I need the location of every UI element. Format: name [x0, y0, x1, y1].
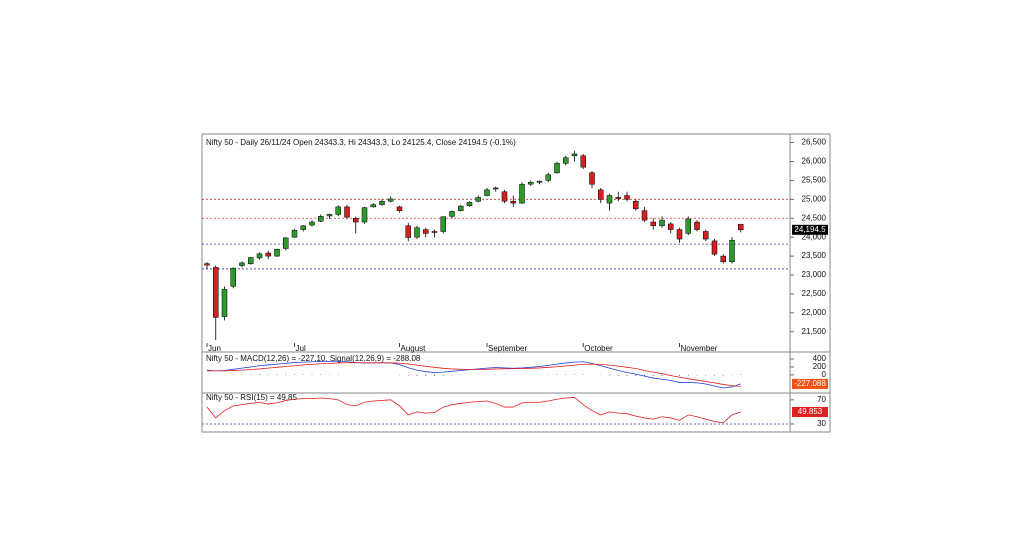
candle-body: [519, 183, 525, 204]
x-tick-label: Jun: [208, 344, 221, 353]
candle-body: [458, 205, 464, 211]
last-value-label: 49.853: [798, 407, 823, 416]
candle-body: [379, 200, 385, 205]
candle-body: [449, 211, 455, 217]
candle-body: [510, 200, 516, 204]
panel-title: Nifty 50 - RSI(15) = 49.85: [206, 393, 297, 402]
candle-body: [563, 157, 569, 164]
candle-body: [536, 180, 543, 183]
candle-body: [685, 218, 691, 234]
candle-body: [545, 174, 551, 181]
candle-body: [326, 214, 333, 217]
last-price-box: [792, 224, 828, 235]
candle-body: [493, 187, 499, 190]
candle-body: [711, 240, 718, 255]
last-value-box: [792, 406, 828, 417]
candle-body: [668, 223, 674, 230]
candle-body: [213, 267, 219, 318]
y-tick-label: 0: [822, 370, 827, 379]
y-tick-label: 200: [813, 362, 827, 371]
x-tick-label: November: [681, 344, 718, 353]
candle-body: [291, 230, 298, 238]
indicator-line: [207, 362, 741, 387]
candle-body: [230, 267, 236, 287]
candle-body: [414, 227, 420, 238]
y-tick-label: 30: [817, 419, 826, 428]
y-tick-label: 24,000: [802, 232, 827, 241]
candle-body: [633, 200, 639, 210]
y-tick-label: 22,000: [802, 308, 827, 317]
candle-body: [344, 206, 350, 218]
candle-body: [659, 219, 665, 227]
candle-body: [396, 206, 403, 211]
chart-frame: [201, 133, 831, 433]
candle-body: [221, 289, 228, 317]
candle-body: [501, 191, 508, 202]
candle-body: [318, 216, 324, 222]
x-tick-label: August: [401, 344, 427, 353]
candle-body: [676, 229, 683, 240]
y-tick-label: 400: [813, 354, 827, 363]
candle-body: [729, 239, 735, 263]
candle-body: [239, 262, 245, 266]
candle-body: [694, 221, 700, 230]
candle-body: [353, 217, 359, 223]
candle-body: [309, 221, 315, 226]
candle-body: [554, 163, 560, 174]
candle-body: [466, 202, 473, 207]
y-tick-label: 26,000: [802, 157, 827, 166]
candle-body: [703, 231, 709, 240]
candle-body: [606, 195, 613, 204]
candle-body: [431, 231, 438, 233]
x-tick-label: Jul: [296, 344, 306, 353]
candle-body: [738, 223, 744, 231]
candle-body: [370, 204, 376, 208]
candle-body: [265, 252, 271, 257]
candle-body: [615, 197, 621, 199]
candle-body: [484, 189, 490, 196]
y-tick-label: 25,000: [802, 194, 827, 203]
candle-body: [641, 210, 648, 221]
y-tick-label: 70: [817, 395, 826, 404]
last-value-box: [792, 378, 828, 389]
last-value-label: -227.088: [794, 379, 826, 388]
candle-body: [571, 153, 578, 157]
candle-body: [528, 182, 534, 185]
y-tick-label: 21,500: [802, 327, 827, 336]
candle-body: [405, 225, 411, 238]
candle-body: [335, 206, 341, 215]
x-tick-label: October: [584, 344, 613, 353]
y-tick-label: 24,500: [802, 213, 827, 222]
candle-body: [300, 225, 306, 230]
candle-body: [283, 237, 289, 249]
y-tick-label: 26,500: [802, 138, 827, 147]
candle-body: [589, 172, 595, 185]
panel-title: Nifty 50 - Daily 26/11/24 Open 24343.3, …: [206, 138, 516, 147]
candle-body: [624, 195, 630, 200]
candle-body: [475, 197, 481, 202]
candle-body: [248, 257, 254, 264]
candle-body: [388, 198, 394, 202]
indicator-line: [206, 397, 741, 424]
y-tick-label: 23,000: [802, 270, 827, 279]
candle-body: [361, 207, 368, 223]
candle-body: [598, 189, 604, 200]
candle-body: [274, 249, 280, 257]
candle-body: [204, 263, 210, 266]
y-tick-label: 22,500: [802, 289, 827, 298]
last-price-label: 24,194.5: [794, 225, 826, 234]
y-tick-label: 25,500: [802, 176, 827, 185]
y-tick-label: 23,500: [802, 251, 827, 260]
panel-title: Nifty 50 - MACD(12,26) = -227.10, Signal…: [206, 354, 421, 363]
candle-body: [720, 255, 726, 263]
candle-body: [440, 216, 446, 232]
candle-body: [650, 221, 656, 227]
candle-body: [423, 229, 429, 234]
x-tick-label: September: [488, 344, 527, 353]
candle-body: [580, 155, 586, 168]
candle-body: [256, 253, 263, 259]
